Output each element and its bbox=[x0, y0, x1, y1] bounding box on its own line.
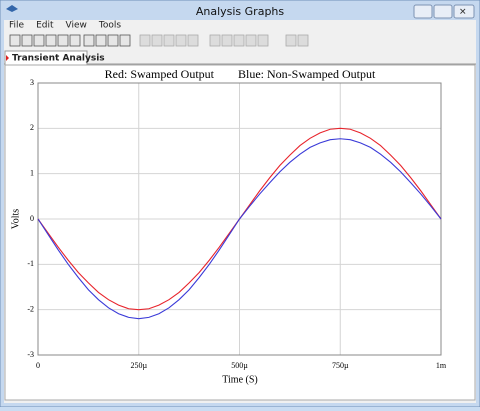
y-tick-label: -2 bbox=[27, 304, 34, 313]
toolbar-button[interactable] bbox=[119, 34, 131, 47]
x-tick-label: 750µ bbox=[332, 361, 349, 370]
toolbar-button[interactable] bbox=[233, 34, 245, 47]
tab-marker bbox=[6, 55, 9, 61]
y-axis-label: Volts bbox=[10, 209, 21, 229]
y-tick-label: 0 bbox=[30, 214, 34, 223]
x-tick-label: 1m bbox=[436, 361, 447, 370]
toolbar-button[interactable] bbox=[69, 34, 81, 47]
toolbar-button[interactable] bbox=[107, 34, 119, 47]
plot: -3 -2 -1 0 1 2 3 0 250µ 500µ 750µ 1m bbox=[27, 78, 447, 370]
window-title: Analysis Graphs bbox=[196, 5, 285, 18]
y-tick-label: 3 bbox=[30, 78, 34, 87]
toolbar-button[interactable] bbox=[245, 34, 257, 47]
menu-item[interactable]: File bbox=[9, 21, 25, 31]
close-button[interactable] bbox=[453, 4, 475, 19]
toolbar-button[interactable] bbox=[209, 34, 221, 47]
y-tick-label: -1 bbox=[27, 259, 34, 268]
toolbar-button[interactable] bbox=[139, 34, 151, 47]
toolbar-button[interactable] bbox=[83, 34, 95, 47]
toolbar-button[interactable] bbox=[33, 34, 45, 47]
window-buttons: ✕ bbox=[413, 4, 475, 19]
toolbar-button[interactable] bbox=[285, 34, 297, 47]
x-tick-label: 250µ bbox=[130, 361, 147, 370]
toolbar-button[interactable] bbox=[151, 34, 163, 47]
toolbar-button[interactable] bbox=[21, 34, 33, 47]
x-tick-label: 0 bbox=[36, 361, 40, 370]
toolbar-button[interactable] bbox=[257, 34, 269, 47]
tab-label: Transient Analysis bbox=[12, 54, 105, 64]
menu-bar: File Edit View Tools bbox=[9, 21, 121, 31]
minimize-button[interactable] bbox=[413, 4, 433, 19]
menu-item[interactable]: View bbox=[66, 21, 87, 31]
app-icon bbox=[6, 5, 18, 12]
y-tick-label: 2 bbox=[30, 123, 34, 132]
toolbar-button[interactable] bbox=[297, 34, 309, 47]
y-tick-label: 1 bbox=[30, 168, 34, 177]
toolbar bbox=[9, 34, 309, 47]
menu-item[interactable]: Tools bbox=[98, 21, 121, 31]
toolbar-button[interactable] bbox=[187, 34, 199, 47]
series-line bbox=[37, 138, 442, 320]
toolbar-button[interactable] bbox=[221, 34, 233, 47]
maximize-button[interactable] bbox=[433, 4, 453, 19]
close-icon: ✕ bbox=[459, 8, 467, 18]
toolbar-button[interactable] bbox=[57, 34, 69, 47]
y-tick-label: -3 bbox=[27, 350, 34, 359]
toolbar-button[interactable] bbox=[45, 34, 57, 47]
toolbar-button[interactable] bbox=[175, 34, 187, 47]
toolbar-button[interactable] bbox=[163, 34, 175, 47]
x-tick-label: 500µ bbox=[231, 361, 248, 370]
chart-title: Red: Swamped Output Blue: Non-Swamped Ou… bbox=[105, 67, 376, 81]
toolbar-button[interactable] bbox=[95, 34, 107, 47]
toolbar-button[interactable] bbox=[9, 34, 21, 47]
x-axis-label: Time (S) bbox=[222, 374, 257, 385]
menu-item[interactable]: Edit bbox=[36, 21, 54, 31]
